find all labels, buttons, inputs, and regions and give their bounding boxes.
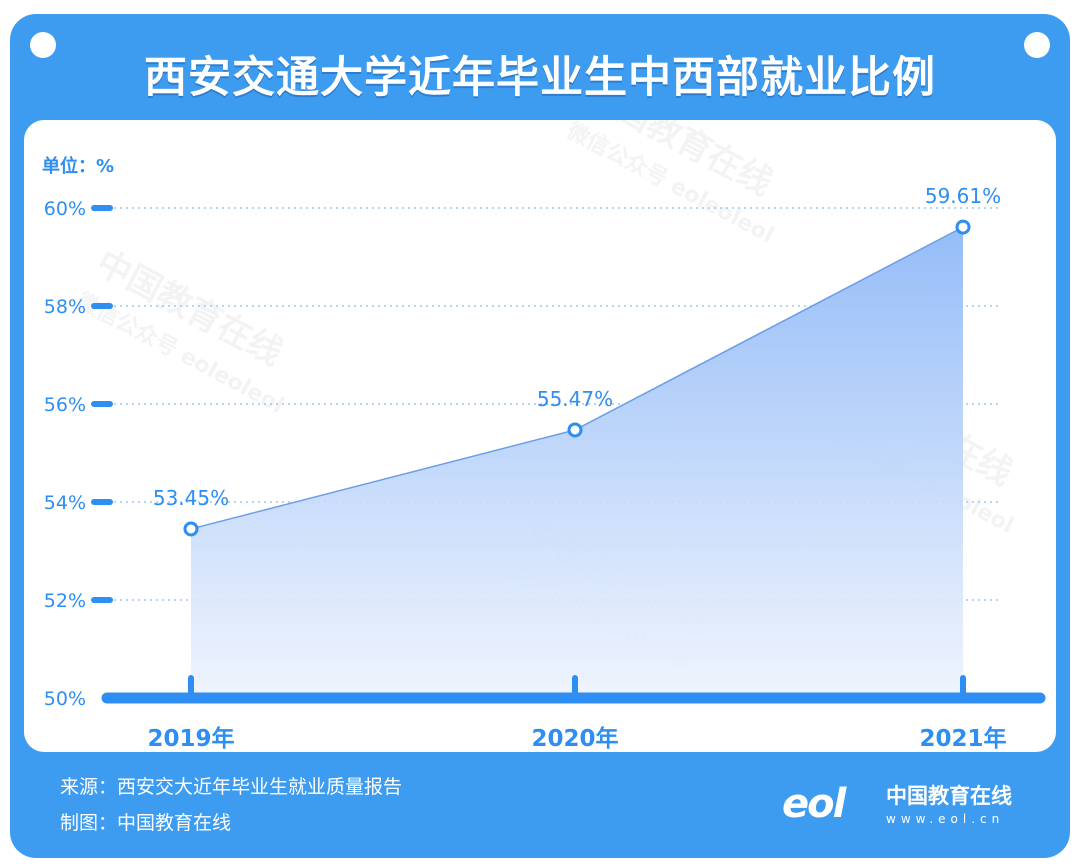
data-label: 53.45% <box>153 486 229 510</box>
corner-dot-right <box>1024 32 1050 58</box>
area-chart: 中国教育在线 微信公众号 eoleoleol 中国教育在线 微信公众号 eole… <box>42 120 1046 752</box>
y-axis: 60% 58% 56% 54% 52% 50% <box>44 198 113 710</box>
y-tick-label: 58% <box>44 296 86 318</box>
data-label: 55.47% <box>537 387 613 411</box>
data-label: 59.61% <box>925 184 1001 208</box>
data-point <box>955 219 971 235</box>
x-axis: 2019年 2020年 2021年 <box>147 675 1007 752</box>
unit-label: 单位：% <box>42 155 114 177</box>
y-tick-label: 60% <box>44 198 86 220</box>
source-note: 来源：西安交大近年毕业生就业质量报告 <box>60 776 403 798</box>
area-fill <box>191 227 963 699</box>
chart-title: 西安交通大学近年毕业生中西部就业比例 <box>144 53 936 103</box>
y-tick-label: 50% <box>44 688 86 710</box>
data-points: 53.45% 55.47% 59.61% <box>153 184 1001 537</box>
eol-logo-url: www.eol.cn <box>886 812 1005 826</box>
data-point <box>183 521 199 537</box>
x-tick-label: 2021年 <box>919 725 1006 752</box>
eol-logo-mark: eol <box>782 781 846 827</box>
y-tick-label: 54% <box>44 492 86 514</box>
corner-dot-left <box>30 32 56 58</box>
x-tick-label: 2019年 <box>147 725 234 752</box>
data-point <box>567 422 583 438</box>
infographic-frame: 西安交通大学近年毕业生中西部就业比例 中国教育在线 微信公众号 eoleoleo… <box>10 14 1070 858</box>
chart-panel: 中国教育在线 微信公众号 eoleoleol 中国教育在线 微信公众号 eole… <box>24 120 1056 752</box>
x-tick-label: 2020年 <box>531 725 618 752</box>
producer-note: 制图：中国教育在线 <box>60 812 232 834</box>
eol-logo: eol 中国教育在线 www.eol.cn <box>782 780 1042 840</box>
eol-logo-name: 中国教育在线 <box>886 784 1012 808</box>
y-tick-label: 56% <box>44 394 86 416</box>
y-tick-label: 52% <box>44 590 86 612</box>
